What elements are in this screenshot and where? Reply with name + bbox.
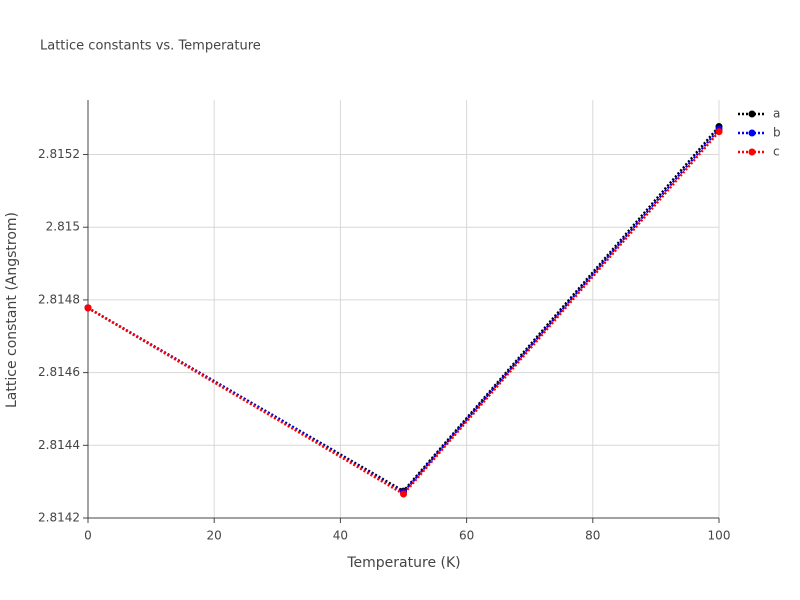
y-tick-label: 2.8152: [38, 147, 80, 161]
legend-marker: [748, 129, 756, 137]
legend-label: a: [773, 107, 780, 121]
y-tick-label: 2.8142: [38, 511, 80, 525]
point: [400, 490, 407, 498]
series-line: [87, 128, 720, 494]
legend-label: b: [773, 126, 781, 140]
y-tick-label: 2.8148: [38, 292, 80, 306]
chart-title: Lattice constants vs. Temperature: [40, 39, 261, 54]
y-tick-label: 2.815: [46, 220, 80, 234]
point: [715, 128, 723, 136]
x-tick-label: 100: [708, 529, 731, 543]
x-axis-label: Temperature (K): [346, 555, 460, 571]
x-tick-label: 60: [459, 529, 474, 543]
x-tick-label: 40: [333, 529, 348, 543]
series-line: [87, 130, 720, 496]
y-tick-label: 2.8144: [38, 438, 80, 452]
x-tick-label: 20: [207, 529, 222, 543]
x-tick-label: 80: [585, 529, 600, 543]
y-tick-label: 2.8146: [38, 365, 80, 379]
legend-marker: [748, 110, 756, 118]
legend-label: c: [773, 145, 780, 159]
legend-marker: [748, 148, 756, 156]
series-line: [87, 125, 720, 493]
y-axis-label: Lattice constant (Angstrom): [4, 212, 20, 408]
point: [84, 304, 92, 312]
x-tick-label: 0: [84, 529, 92, 543]
